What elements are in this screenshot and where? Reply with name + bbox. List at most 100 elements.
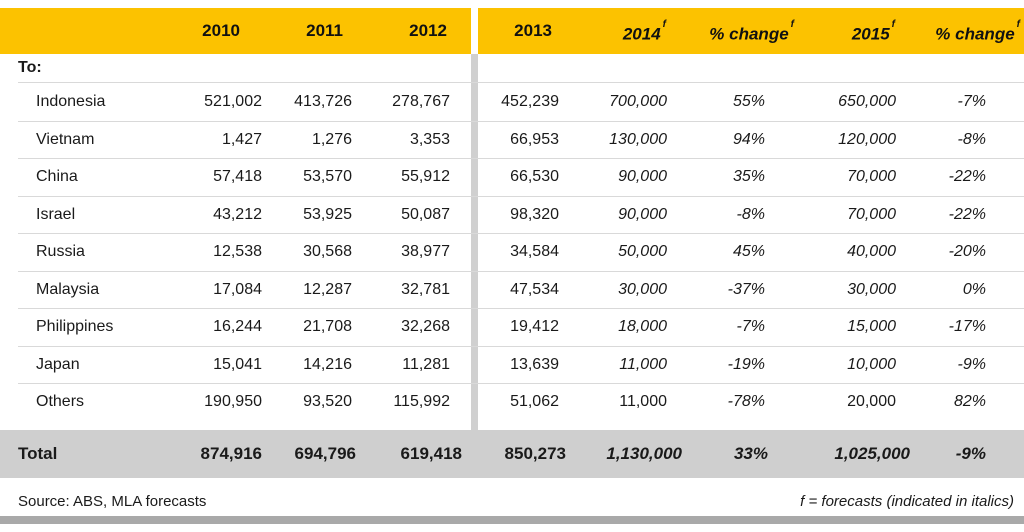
cell-2012: 115,992: [393, 393, 450, 410]
cell-2013: 66,530: [510, 168, 559, 185]
row-separator: [18, 345, 1024, 347]
row-separator: [18, 308, 1024, 309]
cell-2014: 11,000: [619, 393, 667, 410]
cell-2014: 30,000: [618, 280, 667, 298]
row-separator: [18, 383, 1024, 384]
cell-change-2015: -22%: [948, 205, 986, 223]
cell-change-2015: -7%: [957, 93, 986, 110]
table-row: Others 190,950 93,520 115,992 51,062 11,000 -7…: [0, 383, 1024, 421]
cell-2013: 19,412: [510, 318, 559, 335]
row-separator: [18, 233, 1024, 234]
header-change-2015: % changef: [935, 19, 1020, 44]
cell-change-2015: -22%: [948, 168, 986, 185]
table-row: Malaysia 17,084 12,287 32,781 47,534 30,000 -3…: [0, 271, 1024, 309]
cell-2011: 1,276: [311, 130, 352, 148]
cell-2010: 521,002: [204, 93, 262, 110]
cell-2013: 98,320: [510, 205, 559, 223]
column-divider: [471, 54, 478, 430]
header-2014: 2014f: [622, 19, 666, 44]
table-row: Philippines 16,244 21,708 32,268 19,412 18,00…: [0, 308, 1024, 346]
cell-change-2014: -7%: [736, 318, 765, 335]
header-2013: 2013: [514, 21, 552, 40]
row-country: Vietnam: [36, 130, 95, 148]
cell-2013: 13,639: [510, 355, 559, 373]
row-separator: [18, 82, 1024, 83]
cell-change-2015: -9%: [957, 355, 986, 373]
cell-change-2014: 55%: [732, 93, 765, 110]
cell-2011: 413,726: [294, 93, 352, 110]
row-country: Israel: [36, 205, 76, 223]
cell-change-2015: -8%: [957, 130, 986, 148]
cell-2011: 30,568: [303, 243, 352, 260]
cell-2012: 11,281: [402, 355, 450, 373]
table-row: Israel 43,212 53,925 50,087 98,320 90,000 -8% 7…: [0, 196, 1024, 234]
cell-2012: 3,353: [409, 130, 450, 148]
cell-2015: 20,000: [847, 393, 896, 410]
cell-2011: 14,216: [303, 355, 352, 373]
row-country: Japan: [36, 355, 80, 373]
cell-2011: 12,287: [303, 280, 352, 298]
source-note: Source: ABS, MLA forecasts: [18, 493, 207, 510]
cell-2011: 53,925: [303, 205, 352, 223]
cell-change-2014: -78%: [727, 393, 765, 410]
cell-2012: 55,912: [401, 168, 450, 185]
row-separator: [18, 158, 1024, 159]
cell-2012: 32,781: [401, 280, 450, 298]
row-country: Philippines: [36, 318, 114, 335]
total-2010: 874,916: [200, 444, 262, 463]
total-2012: 619,418: [400, 444, 462, 463]
table-row: China 57,418 53,570 55,912 66,530 90,000 35% 70…: [0, 158, 1024, 196]
forecast-legend: f = forecasts (indicated in italics): [800, 493, 1014, 510]
cell-2014: 50,000: [618, 243, 667, 260]
total-change-2014: 33%: [733, 444, 768, 463]
table-row: Japan 15,041 14,216 11,281 13,639 11,000 -19% 1…: [0, 346, 1024, 384]
total-change-2015: -9%: [955, 444, 986, 463]
cell-2015: 70,000: [847, 168, 896, 185]
total-row: Total 874,916 694,796 619,418 850,273 1,…: [0, 430, 1024, 478]
cell-2010: 43,212: [213, 205, 262, 223]
cell-2010: 15,041: [213, 355, 262, 373]
cell-change-2015: 82%: [953, 393, 986, 410]
header-change-2014: % changef: [709, 19, 794, 44]
forecast-mark: f: [790, 19, 794, 30]
cell-2014: 130,000: [609, 130, 667, 148]
cell-2010: 12,538: [213, 243, 262, 260]
header-divider: [471, 8, 478, 54]
header-2010: 2010: [202, 21, 240, 40]
cell-2015: 15,000: [847, 318, 896, 335]
cell-2015: 10,000: [847, 355, 896, 373]
cell-change-2014: -37%: [727, 280, 765, 298]
cell-2010: 16,244: [213, 318, 262, 335]
cell-change-2015: -20%: [948, 243, 986, 260]
total-2014: 1,130,000: [606, 444, 682, 463]
cell-2013: 47,534: [510, 280, 559, 298]
row-country: Indonesia: [36, 93, 106, 110]
cell-change-2014: 94%: [732, 130, 765, 148]
cell-2011: 93,520: [303, 393, 352, 410]
total-2013: 850,273: [504, 444, 566, 463]
forecast-mark: f: [891, 19, 895, 30]
row-country: China: [36, 168, 78, 185]
table-row: Indonesia 521,002 413,726 278,767 452,239 700…: [0, 83, 1024, 121]
forecast-mark: f: [1016, 19, 1020, 30]
cell-change-2015: 0%: [962, 280, 986, 298]
cell-2015: 650,000: [838, 93, 896, 110]
cell-2012: 50,087: [401, 205, 450, 223]
cell-2013: 34,584: [510, 243, 559, 260]
cell-2012: 38,977: [401, 243, 450, 260]
cell-2010: 1,427: [221, 130, 262, 148]
table-header: [0, 8, 1024, 54]
row-country: Russia: [36, 243, 85, 260]
cell-2013: 51,062: [510, 393, 559, 410]
cell-2013: 66,953: [510, 130, 559, 148]
cell-2012: 32,268: [401, 318, 450, 335]
forecast-mark: f: [662, 19, 666, 30]
cell-2012: 278,767: [392, 93, 450, 110]
cell-2014: 90,000: [618, 205, 667, 223]
section-label: To:: [18, 59, 42, 76]
row-country: Others: [36, 393, 85, 410]
row-separator: [18, 270, 1024, 272]
cell-change-2014: -19%: [727, 355, 765, 373]
cell-2011: 21,708: [303, 318, 352, 335]
